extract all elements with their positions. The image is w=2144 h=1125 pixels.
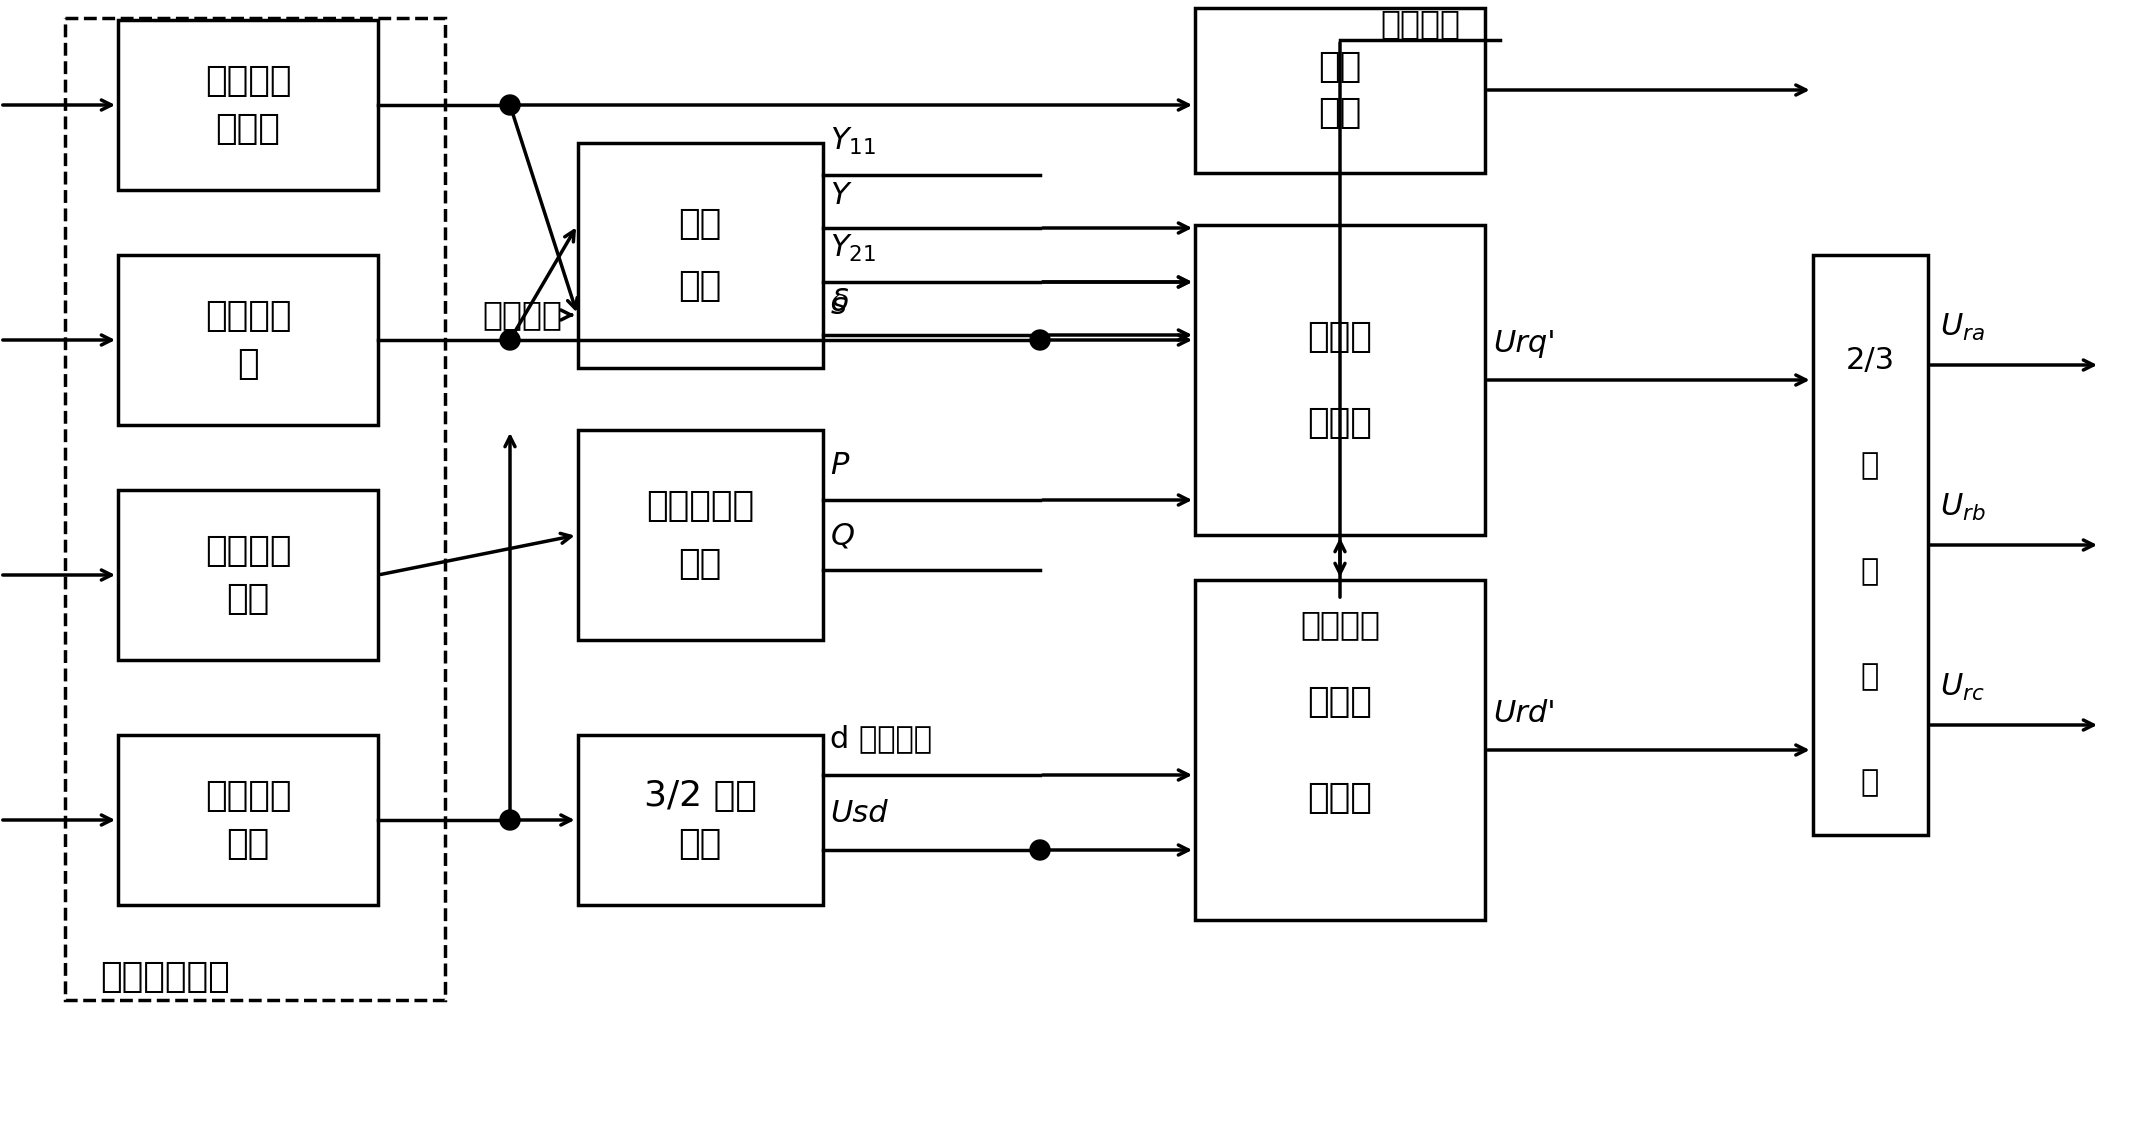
Text: $U_{ra}$: $U_{ra}$ [1940, 312, 1985, 343]
Text: 无功设定: 无功设定 [1299, 608, 1381, 641]
Text: d 轴位置角: d 轴位置角 [830, 724, 933, 753]
Text: 有功、无功: 有功、无功 [645, 488, 755, 523]
Text: Y: Y [830, 181, 849, 210]
Circle shape [500, 330, 521, 350]
Text: P: P [830, 451, 849, 480]
Text: $U_{rb}$: $U_{rb}$ [1940, 492, 1985, 523]
Text: 转子位置: 转子位置 [204, 64, 292, 98]
Text: 坐: 坐 [1861, 451, 1878, 480]
Bar [1194, 580, 1486, 920]
Circle shape [500, 810, 521, 830]
Circle shape [1029, 330, 1051, 350]
Text: $U_{rc}$: $U_{rc}$ [1940, 672, 1983, 703]
Text: 计算: 计算 [678, 548, 723, 582]
Text: 检测: 检测 [227, 582, 270, 615]
Text: 定子电压: 定子电压 [204, 780, 292, 813]
Circle shape [1029, 840, 1051, 860]
Text: $\delta$: $\delta$ [830, 288, 849, 317]
Text: 计算: 计算 [1319, 96, 1361, 130]
Text: 节通道: 节通道 [1308, 781, 1372, 814]
Text: 换: 换 [1861, 767, 1878, 796]
Text: 标: 标 [1861, 557, 1878, 586]
Text: 角度: 角度 [1319, 50, 1361, 84]
Text: 检测: 检测 [227, 827, 270, 861]
Text: Usd: Usd [830, 799, 888, 828]
Text: 转差设定: 转差设定 [1381, 7, 1460, 40]
Text: 节通道: 节通道 [1308, 406, 1372, 440]
Circle shape [500, 94, 521, 115]
Bar [118, 20, 377, 190]
Bar [1194, 225, 1486, 536]
Text: 转差率检: 转差率检 [204, 299, 292, 333]
Text: 无功调: 无功调 [1308, 319, 1372, 353]
Text: 参数: 参数 [678, 207, 723, 241]
Bar [118, 735, 377, 904]
Text: Urq': Urq' [1492, 328, 1557, 358]
Text: $Y_{11}$: $Y_{11}$ [830, 126, 877, 158]
Text: 计算: 计算 [678, 270, 723, 304]
Text: 2/3: 2/3 [1846, 346, 1895, 375]
Text: 有功调: 有功调 [1308, 685, 1372, 719]
Text: 定子电流: 定子电流 [204, 534, 292, 568]
Text: $Y_{21}$: $Y_{21}$ [830, 233, 877, 264]
Text: 测: 测 [238, 346, 259, 380]
Bar [118, 490, 377, 660]
Text: Urd': Urd' [1492, 699, 1557, 728]
Bar [577, 430, 823, 640]
Bar [118, 255, 377, 425]
Text: 变换: 变换 [678, 827, 723, 861]
Bar [1812, 255, 1927, 835]
Text: 电机参数: 电机参数 [482, 298, 562, 332]
Text: 变: 变 [1861, 663, 1878, 692]
Bar [577, 143, 823, 368]
Text: Q: Q [830, 521, 855, 550]
Text: 3/2 坐标: 3/2 坐标 [643, 780, 757, 813]
Text: 信号检测模块: 信号检测模块 [101, 960, 229, 994]
Text: 角检测: 角检测 [217, 111, 281, 146]
Bar [64, 18, 446, 1000]
Bar [577, 735, 823, 904]
Bar [1194, 8, 1486, 172]
Text: s: s [830, 291, 847, 319]
